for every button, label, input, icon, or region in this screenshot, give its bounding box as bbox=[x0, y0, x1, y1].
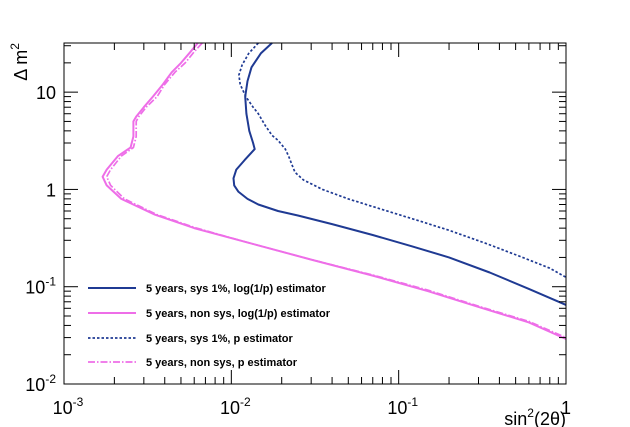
y-tick-label: 10-1 bbox=[25, 275, 56, 298]
x-tick-label: 1 bbox=[561, 398, 571, 418]
legend: 5 years, sys 1%, log(1/p) estimator 5 yea… bbox=[88, 283, 331, 369]
y-axis-title: Δ m2 bbox=[8, 43, 31, 81]
legend-label-1: 5 years, sys 1%, log(1/p) estimator bbox=[146, 283, 326, 295]
series-line-1 bbox=[232, 42, 567, 306]
y-tick-label: 10 bbox=[36, 83, 56, 103]
legend-label-3: 5 years, sys 1%, p estimator bbox=[146, 333, 293, 345]
y-tick-label: 10-2 bbox=[25, 372, 56, 395]
ticks-layer bbox=[63, 43, 566, 385]
x-axis-title: sin2(2θ) bbox=[504, 406, 566, 427]
legend-label-4: 5 years, non sys, p estimator bbox=[146, 357, 298, 369]
x-tick-label: 10-1 bbox=[387, 395, 418, 418]
x-tick-label: 10-2 bbox=[220, 395, 251, 418]
legend-label-2: 5 years, non sys, log(1/p) estimator bbox=[146, 308, 331, 320]
series-line-3 bbox=[238, 42, 567, 279]
series-line-2 bbox=[101, 42, 567, 340]
curves-layer bbox=[101, 42, 567, 340]
plot-frame bbox=[63, 42, 567, 385]
series-line-4 bbox=[105, 42, 567, 339]
y-tick-label: 1 bbox=[46, 180, 56, 200]
x-tick-label: 10-3 bbox=[53, 395, 84, 418]
